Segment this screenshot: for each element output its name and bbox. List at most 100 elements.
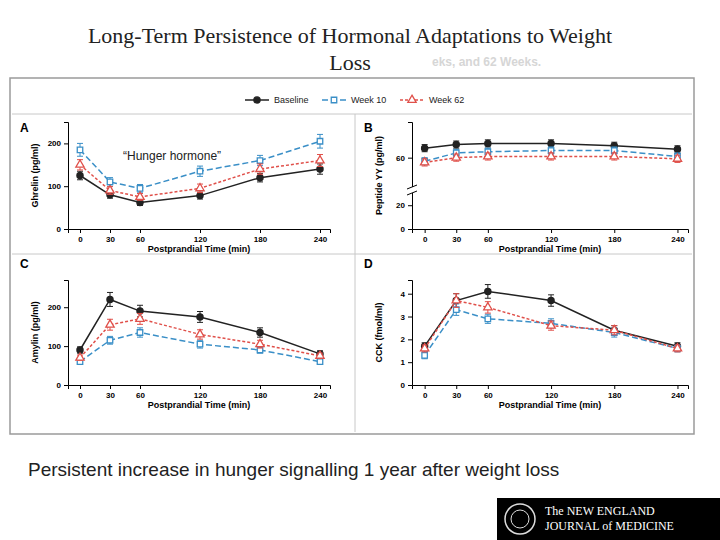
logo: The NEW ENGLANDJOURNAL of MEDICINE: [497, 498, 720, 540]
y-axis-title: Ghrelin (pg/ml): [30, 143, 40, 207]
legend: BaselineWeek 10Week 62: [245, 95, 464, 105]
error-bar: [197, 192, 203, 199]
y-axis-title: Amylin (pg/ml): [30, 301, 40, 364]
error-cap: [107, 194, 113, 195]
error-cap: [107, 306, 113, 307]
y-tick-mark: [408, 362, 412, 363]
data-point: [422, 353, 427, 358]
plot-area: [76, 292, 324, 364]
legend-label: Week 62: [429, 95, 464, 105]
y-tick-label: 0: [401, 225, 406, 234]
data-point: [317, 359, 322, 364]
data-point: [485, 316, 490, 321]
y-tick-label: 4: [401, 290, 406, 299]
error-bar: [197, 166, 203, 176]
x-tick: 0: [78, 385, 83, 400]
data-point: [107, 179, 112, 184]
x-tick: 240: [314, 385, 328, 400]
y-tick-label: 60: [396, 154, 405, 163]
error-cap: [317, 148, 323, 149]
error-bar: [107, 292, 113, 306]
x-tick-label: 180: [608, 391, 622, 400]
error-cap: [257, 181, 263, 182]
y-tick: 200: [48, 139, 68, 148]
x-axis: 03060120180240: [69, 229, 331, 244]
data-point: [316, 351, 324, 358]
legend-marker: [331, 97, 336, 102]
error-cap: [137, 200, 143, 201]
x-tick-label: 240: [314, 391, 328, 400]
error-cap: [197, 311, 203, 312]
error-cap: [485, 323, 491, 324]
error-bar: [77, 143, 83, 156]
data-point: [257, 158, 262, 163]
legend-marker: [408, 95, 416, 102]
series-line: [425, 151, 678, 162]
series-line: [425, 301, 678, 349]
x-tick-mark: [456, 229, 457, 233]
error-bar: [137, 328, 143, 337]
error-bar: [197, 312, 203, 323]
x-tick-label: 120: [545, 235, 559, 244]
data-point: [137, 186, 142, 191]
caption: Persistent increase in hunger signalling…: [28, 459, 559, 480]
data-point: [257, 175, 263, 181]
data-point: [316, 156, 324, 163]
y-tick: 0: [57, 225, 68, 234]
x-tick-label: 30: [452, 391, 461, 400]
x-tick-label: 0: [423, 235, 428, 244]
y-tick-mark: [64, 229, 68, 230]
x-axis: 03060120180240: [69, 385, 331, 400]
y-tick: 0: [401, 225, 412, 234]
error-bar: [485, 314, 491, 323]
x-axis: 03060120180240: [413, 229, 689, 244]
x-axis: 03060120180240: [413, 385, 689, 400]
error-cap: [453, 307, 459, 308]
x-axis-line: [413, 386, 689, 390]
x-tick: 240: [314, 229, 328, 244]
y-tick-mark: [64, 307, 68, 308]
error-cap: [257, 337, 263, 338]
error-bar: [257, 328, 263, 337]
slide-title: Loss: [329, 50, 371, 75]
error-cap: [77, 143, 83, 144]
x-axis-title: Postprandial Time (min): [148, 244, 250, 254]
data-point: [610, 325, 618, 332]
data-point: [76, 160, 84, 167]
error-cap: [257, 348, 263, 349]
y-tick: 200: [48, 303, 68, 312]
y-tick: 1: [401, 358, 412, 367]
x-axis-title: Postprandial Time (min): [148, 400, 250, 410]
y-tick: 0: [401, 381, 412, 390]
x-tick-label: 120: [194, 235, 208, 244]
data-point: [420, 344, 428, 351]
x-tick: 30: [452, 229, 461, 244]
slide-title: Long-Term Persistence of Hormonal Adapta…: [88, 23, 612, 48]
x-tick: 180: [608, 385, 622, 400]
error-cap: [422, 165, 428, 166]
data-point: [674, 146, 680, 152]
error-cap: [548, 330, 554, 331]
error-bar: [548, 295, 554, 306]
data-point: [420, 158, 428, 165]
y-tick: 4: [401, 290, 412, 299]
data-point: [77, 172, 83, 178]
data-point: [548, 140, 554, 146]
error-bar: [674, 146, 680, 153]
y-tick-label: 100: [48, 182, 62, 191]
x-tick: 180: [254, 385, 268, 400]
data-point: [547, 152, 555, 159]
data-point: [485, 140, 491, 146]
x-tick: 30: [452, 385, 461, 400]
error-cap: [485, 298, 491, 299]
x-tick-mark: [614, 229, 615, 233]
x-tick-label: 0: [423, 391, 428, 400]
y-tick-mark: [408, 229, 412, 230]
x-tick-mark: [80, 229, 81, 233]
error-bar: [422, 145, 428, 152]
x-tick-label: 0: [78, 235, 83, 244]
error-bar: [485, 285, 491, 299]
x-tick-mark: [488, 385, 489, 389]
data-point: [197, 341, 202, 346]
x-tick-mark: [425, 229, 426, 233]
